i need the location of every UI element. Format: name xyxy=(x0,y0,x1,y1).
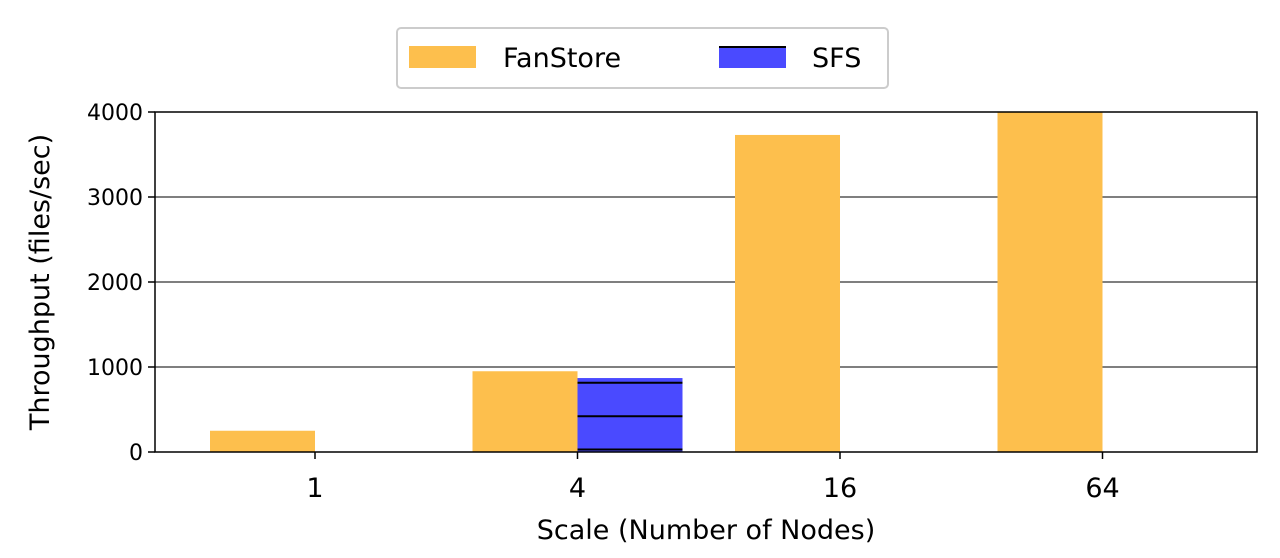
x-tick-label: 4 xyxy=(569,473,586,504)
bars xyxy=(210,112,1103,452)
legend-label-sfs: SFS xyxy=(812,43,861,74)
plot-frame xyxy=(154,111,1258,453)
x-axis-label: Scale (Number of Nodes) xyxy=(537,515,875,546)
y-tick-label: 1000 xyxy=(87,356,143,381)
bar-fanstore xyxy=(997,112,1103,452)
x-tick-label: 64 xyxy=(1085,473,1119,504)
bar-fanstore xyxy=(735,134,840,452)
legend-label-fanstore: FanStore xyxy=(503,43,621,74)
legend-frame xyxy=(396,27,889,89)
x-tick-label: 1 xyxy=(306,473,323,504)
x-tick-label: 16 xyxy=(823,473,857,504)
y-tick-label: 2000 xyxy=(87,271,143,296)
y-axis: 0 1000 2000 3000 4000 xyxy=(87,101,155,466)
y-axis-label: Throughput (files/sec) xyxy=(25,134,56,431)
y-tick-label: 3000 xyxy=(87,186,143,211)
y-tick-label: 4000 xyxy=(87,101,143,126)
legend-swatch-fanstore xyxy=(409,46,476,68)
legend: FanStore SFS xyxy=(396,27,889,89)
y-tick-label: 0 xyxy=(129,441,143,466)
legend-swatch-sfs xyxy=(719,46,786,68)
x-axis: 1 4 16 64 xyxy=(306,452,1120,504)
bar-sfs xyxy=(577,378,683,452)
bar-fanstore xyxy=(210,430,315,452)
bar-fanstore xyxy=(472,371,578,452)
